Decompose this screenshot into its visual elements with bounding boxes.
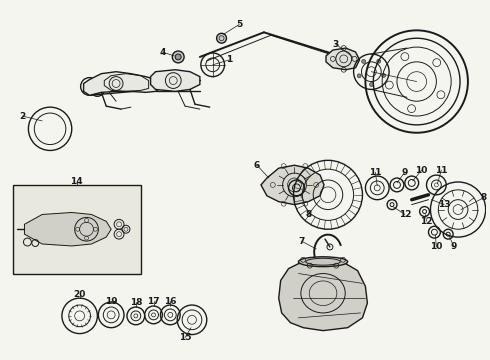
Text: 5: 5 xyxy=(236,20,243,29)
Circle shape xyxy=(172,51,184,63)
Circle shape xyxy=(217,33,226,43)
Circle shape xyxy=(357,74,361,78)
Polygon shape xyxy=(150,70,200,91)
Text: 6: 6 xyxy=(254,161,260,170)
Text: 11: 11 xyxy=(369,168,382,177)
Text: 17: 17 xyxy=(147,297,160,306)
Text: 9: 9 xyxy=(451,242,457,251)
Text: 11: 11 xyxy=(435,166,447,175)
Text: 2: 2 xyxy=(20,112,25,121)
Text: 8: 8 xyxy=(305,210,311,219)
Text: 10: 10 xyxy=(430,242,442,251)
Text: 19: 19 xyxy=(105,297,118,306)
Text: 12: 12 xyxy=(398,210,411,219)
Text: 10: 10 xyxy=(416,166,428,175)
Text: 9: 9 xyxy=(402,168,408,177)
Circle shape xyxy=(377,59,381,63)
Polygon shape xyxy=(326,48,360,70)
Polygon shape xyxy=(279,259,368,330)
Circle shape xyxy=(369,82,373,86)
Text: 7: 7 xyxy=(298,237,305,246)
Text: 4: 4 xyxy=(159,48,166,57)
Text: 13: 13 xyxy=(438,200,450,209)
Circle shape xyxy=(362,59,366,63)
Text: 1: 1 xyxy=(226,55,233,64)
Ellipse shape xyxy=(298,257,348,267)
Text: 3: 3 xyxy=(333,40,339,49)
Polygon shape xyxy=(84,72,160,95)
Text: 8: 8 xyxy=(481,193,487,202)
Text: 20: 20 xyxy=(74,290,86,299)
Circle shape xyxy=(175,54,181,60)
Text: 15: 15 xyxy=(179,333,191,342)
Circle shape xyxy=(382,73,386,77)
Text: 14: 14 xyxy=(71,177,83,186)
Polygon shape xyxy=(24,212,111,246)
Text: 12: 12 xyxy=(420,217,433,226)
Text: 16: 16 xyxy=(164,297,176,306)
Text: 18: 18 xyxy=(129,298,142,307)
Polygon shape xyxy=(261,165,324,204)
Bar xyxy=(13,185,141,274)
